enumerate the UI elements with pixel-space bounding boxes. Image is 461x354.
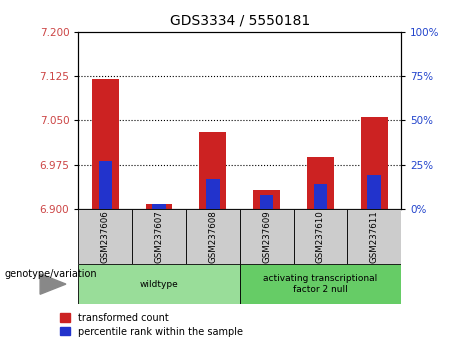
Bar xyxy=(99,161,112,209)
Legend: transformed count, percentile rank within the sample: transformed count, percentile rank withi… xyxy=(60,313,242,337)
Text: GSM237610: GSM237610 xyxy=(316,210,325,263)
Bar xyxy=(199,132,226,209)
Bar xyxy=(152,204,166,209)
Title: GDS3334 / 5550181: GDS3334 / 5550181 xyxy=(170,14,310,28)
Bar xyxy=(253,190,280,209)
Bar xyxy=(206,179,219,209)
Bar xyxy=(367,175,381,209)
Bar xyxy=(294,209,347,264)
Bar xyxy=(146,204,172,209)
Text: GSM237609: GSM237609 xyxy=(262,210,271,263)
Bar xyxy=(307,157,334,209)
Text: GSM237607: GSM237607 xyxy=(154,210,164,263)
Text: GSM237608: GSM237608 xyxy=(208,210,217,263)
Text: GSM237606: GSM237606 xyxy=(101,210,110,263)
Polygon shape xyxy=(40,274,66,294)
Bar xyxy=(240,264,401,304)
Bar xyxy=(132,209,186,264)
Bar xyxy=(347,209,401,264)
Text: GSM237611: GSM237611 xyxy=(370,210,378,263)
Bar xyxy=(240,209,294,264)
Bar xyxy=(78,209,132,264)
Bar xyxy=(186,209,240,264)
Bar xyxy=(92,79,118,209)
Bar xyxy=(78,264,240,304)
Text: genotype/variation: genotype/variation xyxy=(5,269,97,279)
Bar xyxy=(361,118,388,209)
Bar xyxy=(313,184,327,209)
Text: activating transcriptional
factor 2 null: activating transcriptional factor 2 null xyxy=(263,274,378,294)
Text: wildtype: wildtype xyxy=(140,280,178,289)
Bar xyxy=(260,195,273,209)
